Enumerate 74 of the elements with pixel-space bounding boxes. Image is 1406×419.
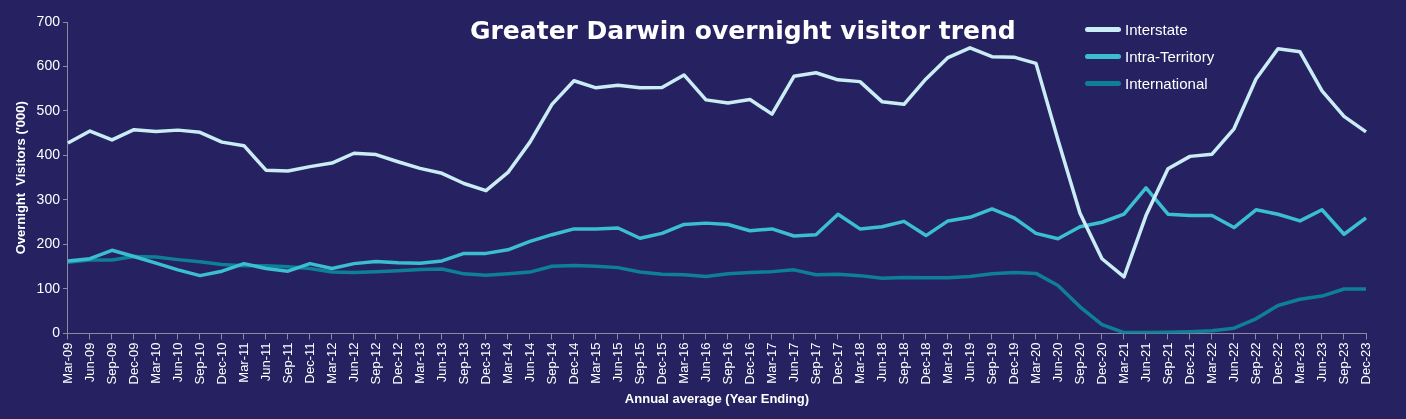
x-tick-label: Dec-16 <box>741 342 757 385</box>
x-tick-label: Jun-15 <box>609 342 625 383</box>
x-tick-label: Mar-12 <box>323 342 339 384</box>
legend-label: International <box>1125 75 1208 92</box>
x-tick-label: Mar-15 <box>587 342 603 384</box>
x-axis-title: Annual average (Year Ending) <box>624 390 810 406</box>
x-tick-label: Mar-18 <box>851 342 867 384</box>
x-tick-label: Jun-22 <box>1225 342 1241 383</box>
y-tick-label: 100 <box>36 279 61 296</box>
y-tick-label: 300 <box>36 190 61 207</box>
x-tick-label: Mar-14 <box>499 342 515 384</box>
x-tick-label: Sep-22 <box>1247 342 1263 385</box>
y-tick-label: 400 <box>36 146 61 163</box>
x-tick-label: Sep-17 <box>807 342 823 385</box>
x-tick-label: Dec-12 <box>389 342 405 385</box>
x-tick-label: Dec-10 <box>213 342 229 385</box>
x-tick-label: Dec-09 <box>125 342 141 385</box>
x-tick-label: Jun-16 <box>697 342 713 383</box>
x-tick-label: Jun-18 <box>873 342 889 383</box>
y-tick-label: 200 <box>36 235 61 252</box>
x-tick-label: Sep-14 <box>543 342 559 385</box>
x-tick-label: Dec-17 <box>829 342 845 385</box>
y-axis-title: Overnight Visitors ('000) <box>13 101 29 255</box>
x-tick-label: Jun-21 <box>1137 342 1153 383</box>
x-tick-label: Jun-14 <box>521 342 537 383</box>
x-tick-label: Dec-20 <box>1093 342 1109 385</box>
x-tick-label: Jun-17 <box>785 342 801 383</box>
x-tick-label: Jun-12 <box>345 342 361 383</box>
x-tick-label: Dec-13 <box>477 342 493 385</box>
x-tick-label: Dec-18 <box>917 342 933 385</box>
x-tick-label: Mar-09 <box>59 342 75 384</box>
x-tick-label: Jun-20 <box>1049 342 1065 383</box>
x-tick-label: Jun-09 <box>81 342 97 383</box>
x-tick-label: Mar-19 <box>939 342 955 384</box>
x-tick-label: Mar-20 <box>1027 342 1043 384</box>
x-tick-label: Jun-13 <box>433 342 449 383</box>
x-tick-label: Dec-14 <box>565 342 581 385</box>
x-tick-label: Mar-10 <box>147 342 163 384</box>
x-tick-label: Sep-18 <box>895 342 911 385</box>
x-tick-label: Dec-19 <box>1005 342 1021 385</box>
x-tick-label: Mar-17 <box>763 342 779 384</box>
x-tick-label: Mar-23 <box>1291 342 1307 384</box>
x-tick-label: Mar-16 <box>675 342 691 384</box>
x-tick-label: Sep-15 <box>631 342 647 385</box>
x-tick-label: Jun-10 <box>169 342 185 383</box>
x-tick-label: Mar-13 <box>411 342 427 384</box>
x-tick-label: Mar-11 <box>235 342 251 383</box>
y-tick-label: 600 <box>36 57 61 74</box>
x-tick-label: Dec-22 <box>1269 342 1285 385</box>
x-tick-label: Jun-19 <box>961 342 977 383</box>
x-tick-label: Sep-10 <box>191 342 207 385</box>
legend-label: Interstate <box>1125 21 1188 38</box>
x-tick-label: Sep-23 <box>1335 342 1351 385</box>
x-tick-label: Jun-23 <box>1313 342 1329 383</box>
chart-title: Greater Darwin overnight visitor trend <box>470 16 1016 45</box>
y-tick-label: 0 <box>52 324 61 341</box>
x-tick-label: Dec-21 <box>1181 342 1197 385</box>
x-tick-label: Mar-22 <box>1203 342 1219 384</box>
x-tick-label: Dec-15 <box>653 342 669 385</box>
x-tick-label: Dec-23 <box>1357 342 1373 385</box>
x-tick-label: Sep-21 <box>1159 342 1175 385</box>
x-tick-label: Dec-11 <box>301 342 317 384</box>
x-tick-label: Jun-11 <box>257 342 273 382</box>
x-tick-label: Sep-13 <box>455 342 471 385</box>
x-tick-label: Sep-16 <box>719 342 735 385</box>
y-tick-label: 700 <box>36 12 61 29</box>
x-tick-label: Sep-11 <box>279 342 295 384</box>
x-tick-label: Mar-21 <box>1115 342 1131 384</box>
y-tick-label: 500 <box>36 101 61 118</box>
x-tick-label: Sep-19 <box>983 342 999 385</box>
x-tick-label: Sep-20 <box>1071 342 1087 385</box>
legend-label: Intra-Territory <box>1125 48 1215 65</box>
x-tick-label: Sep-12 <box>367 342 383 385</box>
x-tick-label: Sep-09 <box>103 342 119 385</box>
